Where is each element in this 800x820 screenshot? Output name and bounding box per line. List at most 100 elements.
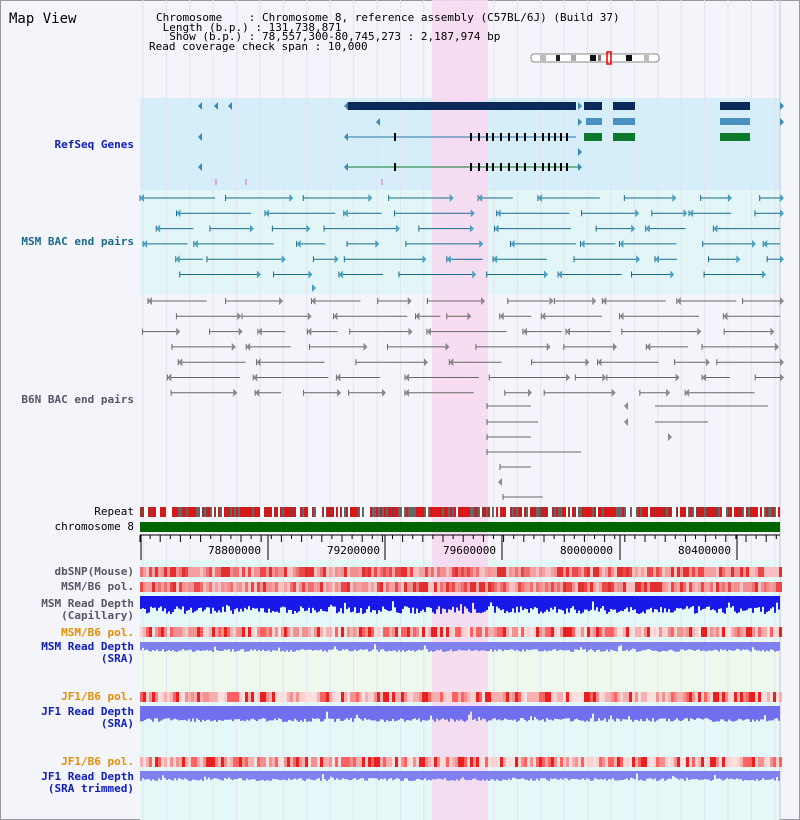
heat-cell [671, 692, 674, 702]
repeat-element [480, 507, 482, 517]
repeat-element [758, 507, 760, 517]
read-depth-bar [370, 642, 372, 651]
heat-cell [644, 582, 647, 592]
heat-cell [428, 757, 431, 767]
read-depth-bar [528, 771, 530, 781]
heat-cell [743, 692, 746, 702]
bac-end-arrow [407, 297, 412, 305]
heat-cell [605, 757, 608, 767]
read-depth-bar [170, 771, 172, 780]
heat-cell [230, 567, 233, 577]
heat-cell [509, 757, 512, 767]
read-depth-bar [172, 596, 174, 613]
track-label-msm-read-depth-cap[interactable]: MSM Read Depth (Capillary) [41, 598, 134, 622]
repeat-element [308, 507, 310, 517]
read-depth-bar [248, 596, 250, 607]
read-depth-bar [488, 642, 490, 652]
bac-end-arrow [619, 312, 624, 321]
heat-cell [476, 582, 479, 592]
track-label-jf1-read-depth-trim[interactable]: JF1 Read Depth (SRA trimmed) [41, 771, 134, 795]
heat-cell [779, 627, 782, 637]
heat-cell [335, 582, 338, 592]
track-label-jf1-b6-pol-trim[interactable]: JF1/B6 pol. [61, 755, 134, 768]
track-label-refseq[interactable]: RefSeq Genes [54, 138, 134, 151]
read-depth-bar [346, 642, 348, 650]
jf1-trim-line-1: JF1 Read Depth [41, 770, 134, 783]
read-depth-bar [238, 596, 240, 612]
heat-cell [233, 627, 236, 637]
track-label-dbsnp[interactable]: dbSNP(Mouse) [54, 565, 134, 578]
read-depth-bar [530, 771, 532, 779]
heat-cell [701, 757, 704, 767]
read-depth-bar [330, 642, 332, 650]
track-label-msm-bac[interactable]: MSM BAC end pairs [21, 235, 134, 248]
read-depth-bar [466, 596, 468, 609]
read-depth-bar [636, 642, 638, 652]
read-depth-bar [358, 596, 360, 613]
track-label-repeat[interactable]: Repeat [94, 505, 134, 518]
read-depth-bar [658, 706, 660, 720]
heat-cell [251, 757, 254, 767]
read-depth-bar [476, 706, 478, 722]
track-label-chromosome[interactable]: chromosome 8 [54, 520, 134, 533]
read-depth-bar [692, 706, 694, 720]
heat-cell [503, 757, 506, 767]
read-depth-bar [738, 642, 740, 650]
read-depth-bar [420, 771, 422, 780]
heat-cell [521, 567, 524, 577]
track-label-msm-b6-pol-sra[interactable]: MSM/B6 pol. [61, 626, 134, 639]
repeat-element [188, 507, 190, 517]
repeat-element [752, 507, 754, 517]
heat-cell [560, 582, 563, 592]
read-depth-bar [386, 642, 388, 652]
read-depth-bar [380, 596, 382, 612]
repeat-element [488, 507, 490, 517]
heat-cell [470, 582, 473, 592]
repeat-element [540, 507, 542, 517]
read-depth-bar [674, 771, 676, 778]
repeat-element [566, 507, 568, 517]
read-depth-bar [700, 706, 702, 719]
heat-cell [287, 582, 290, 592]
heat-cell [488, 582, 491, 592]
read-depth-bar [626, 596, 628, 608]
bac-end-arrow [566, 373, 571, 382]
heat-cell [704, 627, 707, 637]
bac-end-arrow [723, 312, 728, 321]
bac-end-arrow [624, 418, 628, 426]
track-label-msm-read-depth-sra[interactable]: MSM Read Depth (SRA) [41, 641, 134, 665]
track-label-jf1-b6-pol[interactable]: JF1/B6 pol. [61, 690, 134, 703]
track-label-msm-b6-pol[interactable]: MSM/B6 pol. [61, 580, 134, 593]
read-depth-bar [472, 642, 474, 651]
read-depth-bar [692, 642, 694, 651]
read-depth-bar [698, 771, 700, 781]
heat-cell [323, 757, 326, 767]
read-depth-bar [542, 596, 544, 614]
read-depth-bar [274, 596, 276, 612]
read-depth-bar [730, 771, 732, 779]
heat-cell [554, 757, 557, 767]
bac-end-arrow [333, 312, 338, 321]
heat-cell [755, 627, 758, 637]
heat-cell [149, 757, 152, 767]
repeat-element [746, 507, 748, 517]
refseq-exon [478, 163, 480, 171]
read-depth-bar [330, 706, 332, 719]
heat-cell [383, 692, 386, 702]
read-depth-bar [192, 596, 194, 613]
heat-cell [455, 692, 458, 702]
heat-cell [521, 627, 524, 637]
read-depth-bar [636, 771, 638, 774]
read-depth-bar [488, 596, 490, 607]
repeat-element [622, 507, 624, 517]
track-label-jf1-read-depth[interactable]: JF1 Read Depth (SRA) [41, 706, 134, 730]
heat-cell [194, 692, 197, 702]
read-depth-bar [492, 596, 494, 607]
heat-cell [731, 692, 734, 702]
track-label-b6n-bac[interactable]: B6N BAC end pairs [21, 393, 134, 406]
read-depth-bar [152, 642, 154, 651]
heat-cell [143, 627, 146, 637]
read-depth-bar [520, 706, 522, 719]
heat-cell [182, 692, 185, 702]
